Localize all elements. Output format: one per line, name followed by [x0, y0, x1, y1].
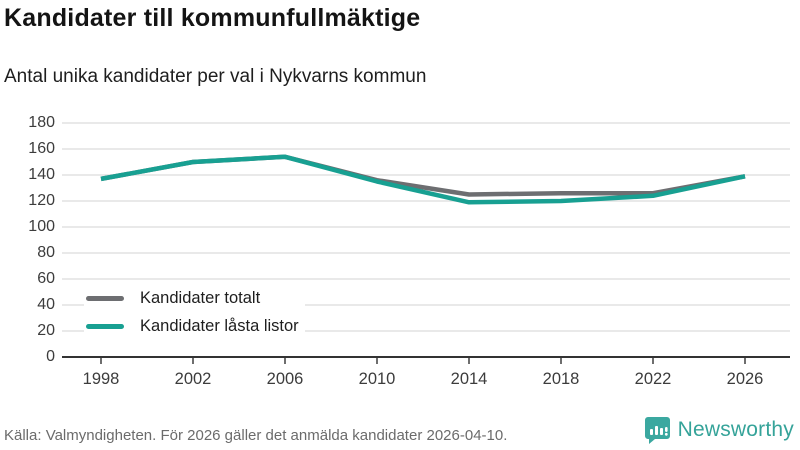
- chart-legend: Kandidater totalt Kandidater låsta listo…: [84, 287, 305, 338]
- x-axis-tick-label: 2018: [542, 370, 580, 388]
- legend-label-locked: Kandidater låsta listor: [140, 317, 299, 335]
- y-axis-tick-label: 80: [37, 244, 55, 261]
- legend-line-swatch-total: [86, 296, 124, 301]
- y-axis-tick-label: 180: [28, 114, 55, 131]
- x-axis-tick-label: 2026: [726, 370, 764, 388]
- newsworthy-wordmark: Newsworthy: [677, 418, 794, 441]
- x-axis-tick-label: 2022: [634, 370, 672, 388]
- page-title: Kandidater till kommunfullmäktige: [4, 4, 421, 32]
- newsworthy-logo: Newsworthy: [644, 416, 794, 444]
- x-axis-tick-label: 2006: [266, 370, 304, 388]
- source-note: Källa: Valmyndigheten. För 2026 gäller d…: [4, 427, 508, 444]
- newsworthy-bubble-chart-icon: [644, 416, 671, 444]
- legend-line-swatch-locked: [86, 324, 124, 329]
- y-axis-tick-label: 20: [37, 322, 55, 339]
- x-axis-tick-label: 2014: [450, 370, 488, 388]
- y-axis-tick-label: 40: [37, 296, 55, 313]
- y-axis-tick-label: 120: [28, 192, 55, 209]
- legend-item-total: Kandidater totalt: [86, 289, 299, 308]
- x-axis-tick-label: 1998: [82, 370, 120, 388]
- legend-label-total: Kandidater totalt: [140, 289, 261, 307]
- x-axis-tick-label: 2010: [358, 370, 396, 388]
- y-axis-tick-label: 100: [28, 218, 55, 235]
- y-axis-tick-label: 60: [37, 270, 55, 287]
- chart-subtitle: Antal unika kandidater per val i Nykvarn…: [4, 66, 427, 87]
- y-axis-tick-label: 140: [28, 166, 55, 183]
- x-axis-tick-label: 2002: [174, 370, 212, 388]
- y-axis-tick-label: 0: [46, 348, 55, 365]
- line-series-locked: [100, 154, 746, 205]
- y-axis-tick-label: 160: [28, 140, 55, 157]
- legend-item-locked: Kandidater låsta listor: [86, 317, 299, 336]
